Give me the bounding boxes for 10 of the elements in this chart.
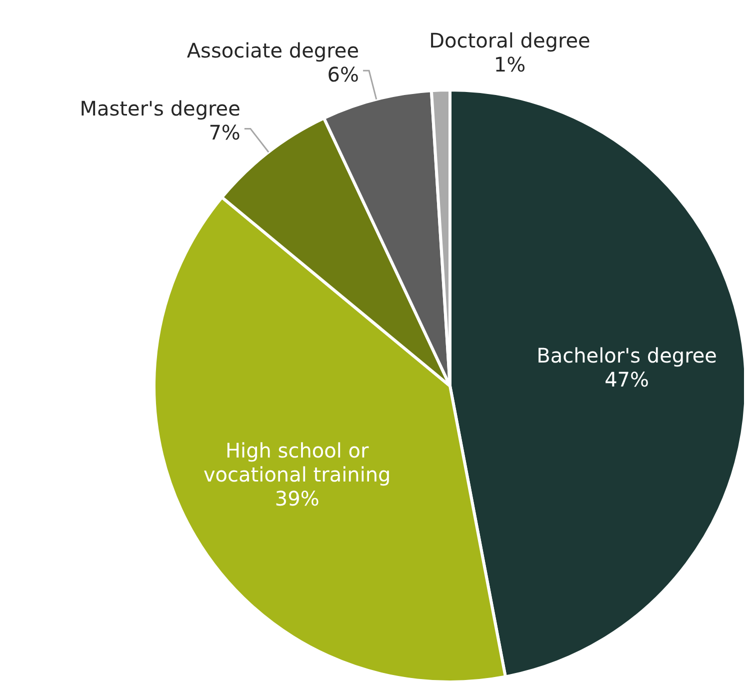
data-label: 39% — [274, 486, 320, 511]
slice-label: Associate degree — [186, 39, 360, 64]
data-label: 6% — [327, 63, 360, 88]
slice-label: Doctoral degree — [429, 29, 590, 54]
slice-label: High school or vocational training — [203, 438, 391, 487]
data-label: 1% — [494, 53, 526, 78]
data-label: 7% — [208, 121, 240, 146]
data-label: 47% — [604, 368, 650, 392]
slice-label: Bachelor's degree — [536, 344, 717, 368]
slice-label: Master's degree — [80, 97, 240, 122]
